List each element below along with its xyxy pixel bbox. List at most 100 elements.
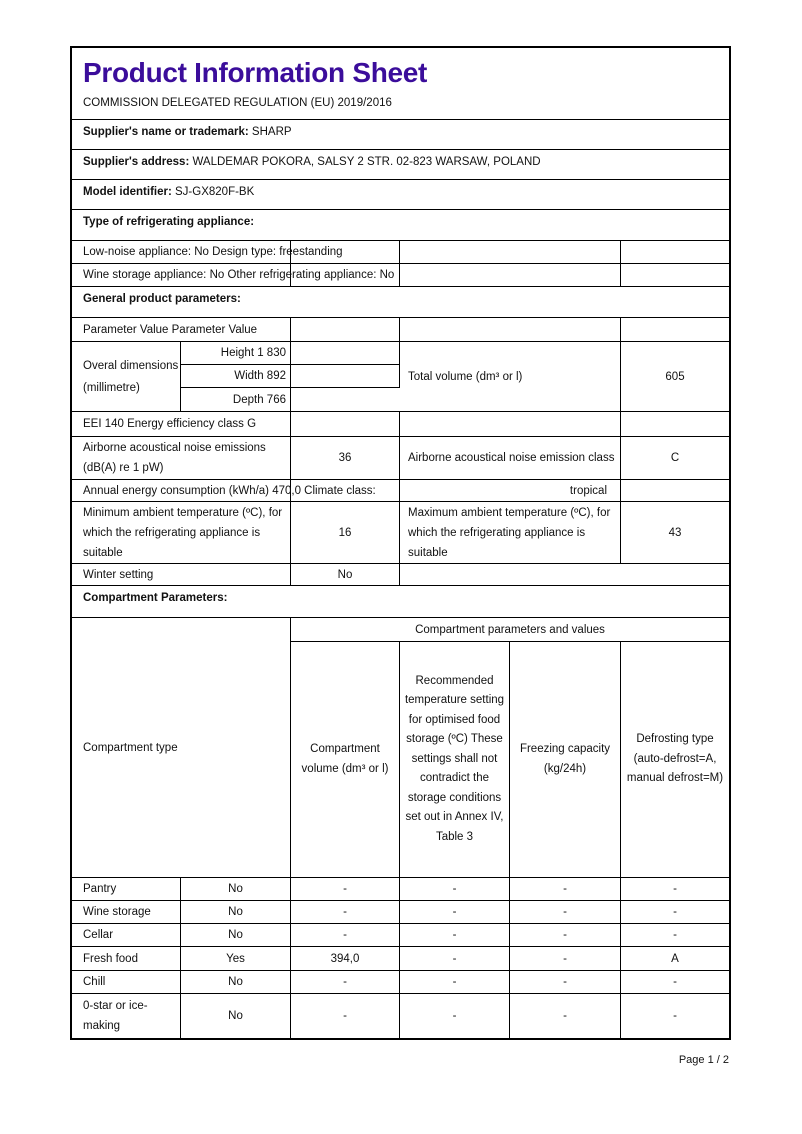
table-row-wine-storage: Wine storage No - - - - [72, 901, 729, 924]
regulation-line: COMMISSION DELEGATED REGULATION (EU) 201… [83, 97, 392, 109]
compartment-present: No [181, 878, 291, 900]
column-header-temperature: Recommended temperature setting for opti… [400, 642, 510, 877]
compartment-volume: - [291, 901, 400, 923]
empty-cell [291, 365, 400, 388]
wine-storage-text: Wine storage appliance: No Other refrige… [83, 269, 395, 281]
page-title: Product Information Sheet [83, 57, 428, 88]
compartment-present: No [181, 971, 291, 993]
model-identifier-label: Model identifier: [83, 186, 172, 198]
low-noise-text: Low-noise appliance: No Design type: fre… [83, 246, 343, 258]
empty-cell [621, 318, 729, 341]
compartment-freezing: - [510, 878, 621, 900]
supplier-name-row: Supplier's name or trademark: SHARP [72, 120, 729, 150]
compartment-defrost: A [671, 952, 679, 965]
column-header-defrost: Defrosting type (auto-defrost=A, manual … [626, 733, 724, 785]
parameter-header-text: Parameter Value Parameter Value [72, 318, 291, 341]
compartment-freezing: - [510, 994, 621, 1038]
compartment-volume: 394,0 [291, 947, 400, 970]
noise-label: Airborne acoustical noise emissions (dB(… [72, 437, 291, 479]
winter-setting-label: Winter setting [72, 564, 291, 585]
depth-value: Depth 766 [181, 388, 291, 411]
compartment-type-header: Compartment type [72, 618, 291, 877]
wine-storage-appliance-row: Wine storage appliance: No Other refrige… [72, 264, 729, 287]
empty-cell [291, 342, 400, 365]
compartment-name: Pantry [72, 878, 181, 900]
column-header-freezing: Freezing capacity (kg/24h) [510, 642, 621, 877]
compartment-present: No [181, 994, 291, 1038]
compartment-defrost: - [673, 906, 677, 918]
empty-cell [291, 241, 400, 263]
compartment-present: No [181, 924, 291, 946]
compartment-freezing: - [510, 901, 621, 923]
empty-cell [291, 412, 400, 436]
min-temp-value: 16 [291, 502, 400, 563]
empty-cell [621, 480, 729, 501]
compartment-temp: - [400, 971, 510, 993]
compartment-defrost: - [673, 929, 677, 941]
compartment-volume: - [291, 971, 400, 993]
compartment-volume: - [291, 878, 400, 900]
type-section-heading: Type of refrigerating appliance: [72, 210, 729, 241]
compartment-present: Yes [181, 947, 291, 970]
total-volume-value: 605 [665, 370, 685, 383]
general-section-heading: General product parameters: [72, 287, 729, 318]
empty-cell [291, 264, 400, 286]
compartment-name: Wine storage [72, 901, 181, 923]
empty-cell [400, 564, 729, 585]
winter-setting-value: No [291, 564, 400, 585]
table-row-zero-star: 0-star or ice-making No - - - - [72, 994, 729, 1038]
compartment-present: No [181, 901, 291, 923]
noise-value: 36 [291, 437, 400, 479]
model-identifier-value: SJ-GX820F-BK [175, 186, 255, 198]
min-temp-label: Minimum ambient temperature (ºC), for wh… [72, 502, 291, 563]
annual-energy-text: Annual energy consumption (kWh/a) 470,0 … [83, 484, 376, 497]
column-header-volume: Compartment volume (dm³ or l) [291, 642, 400, 877]
compartment-freezing: - [510, 947, 621, 970]
compartment-volume: - [291, 994, 400, 1038]
compartment-section-heading: Compartment Parameters: [72, 586, 729, 618]
page-number: Page 1 / 2 [678, 1054, 729, 1066]
noise-row: Airborne acoustical noise emissions (dB(… [72, 437, 729, 480]
compartment-name: 0-star or ice-making [72, 994, 181, 1038]
compartment-temp: - [400, 878, 510, 900]
compartment-defrost: - [673, 883, 677, 895]
max-temp-label: Maximum ambient temperature (ºC), for wh… [400, 502, 621, 563]
ambient-temperature-row: Minimum ambient temperature (ºC), for wh… [72, 502, 729, 564]
product-information-sheet: Product Information Sheet COMMISSION DEL… [70, 46, 731, 1040]
empty-cell [72, 241, 291, 263]
supplier-name-value: SHARP [251, 126, 292, 138]
supplier-name-label: Supplier's name or trademark: [83, 126, 249, 138]
compartment-name: Fresh food [72, 947, 181, 970]
eei-text: EEI 140 Energy efficiency class G [72, 412, 291, 436]
compartment-table-header: Compartment type Compartment parameters … [72, 618, 729, 878]
height-value: Height 1 830 [181, 342, 291, 365]
dimensions-label: Overal dimensions (millimetre) [72, 342, 181, 411]
empty-cell [621, 241, 729, 263]
empty-cell [621, 412, 729, 436]
noise-class-label: Airborne acoustical noise emission class [400, 437, 621, 479]
compartment-temp: - [400, 994, 510, 1038]
compartment-volume: - [291, 924, 400, 946]
empty-cell [72, 480, 291, 501]
empty-cell [400, 318, 621, 341]
eei-row: EEI 140 Energy efficiency class G [72, 412, 729, 437]
compartment-name: Cellar [72, 924, 181, 946]
empty-cell [291, 480, 400, 501]
low-noise-row: Low-noise appliance: No Design type: fre… [72, 241, 729, 264]
compartment-freezing: - [510, 971, 621, 993]
compartment-temp: - [400, 947, 510, 970]
width-value: Width 892 [181, 365, 291, 388]
compartment-name: Chill [72, 971, 181, 993]
table-row-fresh-food: Fresh food Yes 394,0 - - A [72, 947, 729, 971]
max-temp-value: 43 [668, 526, 682, 539]
supplier-address-row: Supplier's address: WALDEMAR POKORA, SAL… [72, 150, 729, 180]
table-row-pantry: Pantry No - - - - [72, 878, 729, 901]
annual-energy-row: tropical Annual energy consumption (kWh/… [72, 480, 729, 502]
table-row-cellar: Cellar No - - - - [72, 924, 729, 947]
empty-cell [291, 388, 400, 411]
noise-class-value: C [670, 452, 680, 464]
empty-cell [400, 412, 621, 436]
compartment-defrost: - [673, 976, 677, 988]
empty-cell [72, 264, 291, 286]
